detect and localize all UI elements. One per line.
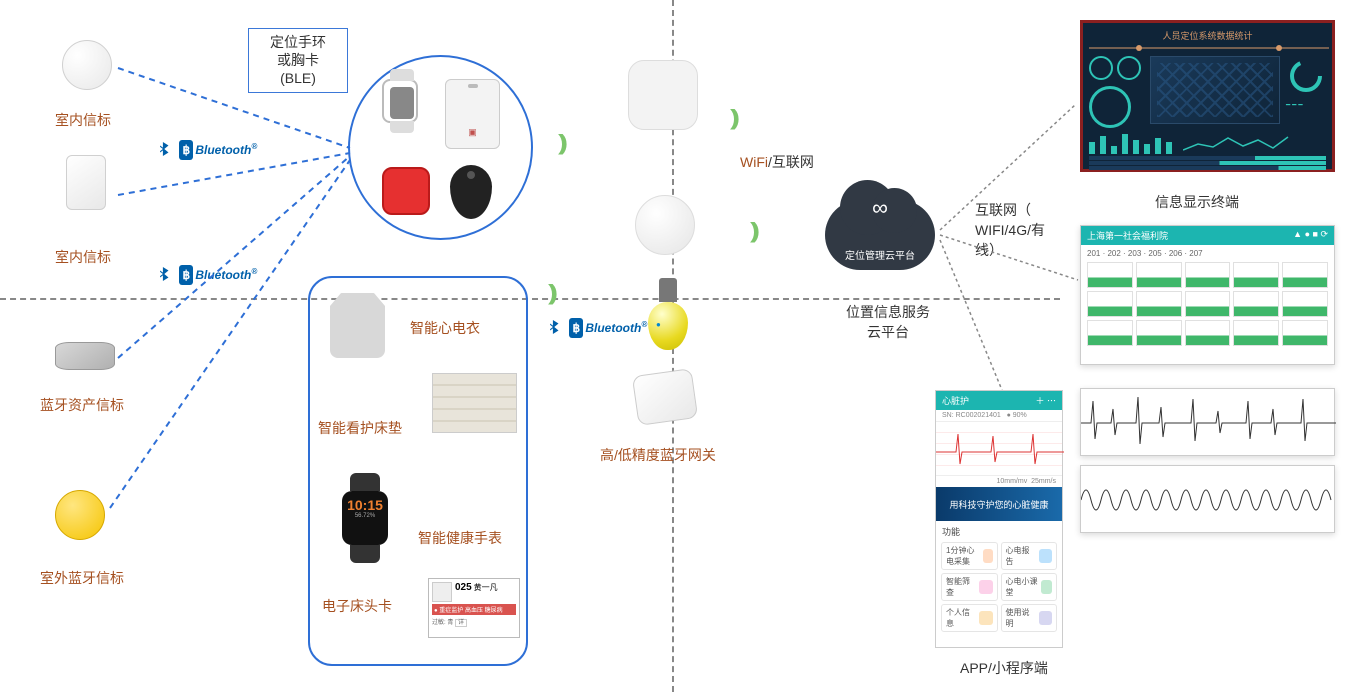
internet-options-label: 互联网（ WIFI/4G/有 线） [975,200,1075,260]
gateway-label: 高/低精度蓝牙网关 [600,445,716,465]
wave-icon-4: ))) [750,218,754,244]
wave-icon-3: ))) [730,105,734,131]
bluetooth-logo-3: ฿Bluetooth® [548,318,647,338]
outdoor-beacon-icon [55,490,105,540]
red-tag-icon [382,167,430,215]
web-terminal-screenshot: 上海第一社会福利院▲ ● ■ ⟳ 201 · 202 · 203 · 205 ·… [1080,225,1335,365]
bluetooth-logo-1: ฿Bluetooth® [158,140,257,160]
wristband-icon [370,79,430,139]
indoor-beacon-1-label: 室内信标 [55,110,111,130]
app-tile: 心电报告 [1001,542,1058,570]
app-tile: 使用说明 [1001,604,1058,632]
cloud-platform-icon: ∞ 定位管理云平台 [825,200,935,270]
gateway-bulb-icon: ● [648,278,688,353]
ecg-vest-icon [330,293,385,363]
asset-beacon-label: 蓝牙资产信标 [40,395,124,415]
ble-device-circle: ▣ [348,55,533,240]
gateway-sensor-icon [632,368,698,426]
dashboard-terminal-screenshot: 人员定位系统数据统计 ━ ━ ━ [1080,20,1335,172]
indoor-beacon-1-icon [62,40,112,90]
app-tiles-grid: 1分钟心电采集心电报告智能筛查心电小课堂个人信息使用说明 [936,542,1062,632]
outdoor-beacon-label: 室外蓝牙信标 [40,568,124,588]
bed-card-icon: 025 黄一凡 ● 重症监护 高血压 糖尿病 过敏: 青 详 [428,578,520,638]
health-watch-icon: 10:15 56.72% [330,473,400,563]
smart-devices-group: 智能心电衣 智能看护床垫 10:15 56.72% 智能健康手表 025 黄一凡… [308,276,528,666]
ecg-wave-screenshot-2 [1080,465,1335,533]
cloud-service-label: 位置信息服务 云平台 [838,302,938,342]
wave-icon-2: ))) [548,280,552,306]
wave-icon-1: ))) [558,130,562,156]
gateway-ap-icon [628,60,698,130]
indoor-beacon-2-icon [66,155,106,210]
indoor-beacon-2-label: 室内信标 [55,247,111,267]
app-tile: 1分钟心电采集 [941,542,998,570]
bed-card-label: 电子床头卡 [322,596,392,616]
gateway-round-icon [635,195,695,255]
dashboard-caption: 信息显示终端 [1155,192,1239,212]
ble-circle-title: 定位手环 或胸卡 (BLE) [248,28,348,93]
app-caption: APP/小程序端 [960,658,1048,678]
app-tile: 智能筛查 [941,573,998,601]
app-tile: 心电小课堂 [1001,573,1058,601]
wifi-internet-label: WiFi/互联网 [740,152,814,172]
ecg-vest-label: 智能心电衣 [410,318,480,338]
app-terminal-screenshot: 心脏护＋ ⋯ SN: RC002021401 ● 90% 10mm/mv 25m… [935,390,1063,648]
asset-beacon-icon [55,342,115,370]
bluetooth-logo-2: ฿Bluetooth® [158,265,257,285]
care-mat-icon [432,373,517,433]
care-mat-label: 智能看护床垫 [318,418,402,438]
card-icon: ▣ [445,79,500,149]
app-tile: 个人信息 [941,604,998,632]
ecg-wave-screenshot-1 [1080,388,1335,456]
health-watch-label: 智能健康手表 [418,528,502,548]
keyfob-icon [450,165,492,219]
